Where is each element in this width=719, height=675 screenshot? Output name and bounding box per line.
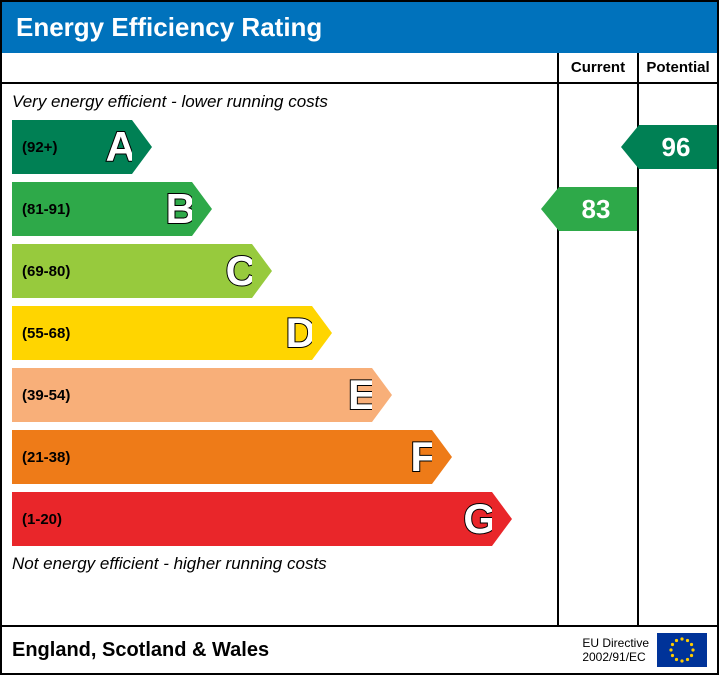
bars-wrap: (92+) A (81-91) B (69-80) C (55-68) D (39-54) E (2… <box>2 116 557 550</box>
bar-row-g: (1-20) G <box>2 488 557 550</box>
band-bar-g: (1-20)G <box>12 492 492 546</box>
bar-row-c: (69-80) C <box>2 240 557 302</box>
band-letter-c: C <box>226 247 256 295</box>
band-letter-d: D <box>286 309 316 357</box>
chart-area: Current Potential Very energy efficient … <box>2 53 717 625</box>
bars-column: Very energy efficient - lower running co… <box>2 84 557 625</box>
bar-row-a: (92+) A <box>2 116 557 178</box>
directive-text: EU Directive 2002/91/EC <box>582 636 649 665</box>
footer: England, Scotland & Wales EU Directive 2… <box>2 625 717 673</box>
band-bar-c: (69-80)C <box>12 244 252 298</box>
pointer-potential-value: 96 <box>658 132 691 163</box>
col-header-current: Current <box>557 53 637 82</box>
band-letter-e: E <box>348 371 376 419</box>
band-letter-f: F <box>410 433 436 481</box>
band-range-g: (1-20) <box>22 511 62 528</box>
body-row: Very energy efficient - lower running co… <box>2 84 717 625</box>
header-row: Current Potential <box>2 53 717 84</box>
band-bar-a: (92+)A <box>12 120 132 174</box>
col-header-potential: Potential <box>637 53 717 82</box>
band-bar-b: (81-91)B <box>12 182 192 236</box>
header-spacer <box>2 53 557 82</box>
band-letter-b: B <box>166 185 196 233</box>
directive-line1: EU Directive <box>582 636 649 650</box>
bar-row-b: (81-91) B <box>2 178 557 240</box>
band-range-e: (39-54) <box>22 387 70 404</box>
pointer-current-value: 83 <box>578 194 611 225</box>
band-bar-d: (55-68)D <box>12 306 312 360</box>
footer-right: EU Directive 2002/91/EC <box>582 633 707 667</box>
chart-title: Energy Efficiency Rating <box>16 12 322 42</box>
footer-region: England, Scotland & Wales <box>12 639 269 662</box>
epc-chart: Energy Efficiency Rating Current Potenti… <box>0 0 719 675</box>
rating-col-potential: 96 <box>637 84 717 625</box>
eu-flag-icon <box>657 633 707 667</box>
pointer-current: 83 <box>559 187 637 231</box>
title-bar: Energy Efficiency Rating <box>2 2 717 53</box>
note-bottom: Not energy efficient - higher running co… <box>2 550 557 578</box>
band-letter-a: A <box>106 123 136 171</box>
band-bar-e: (39-54)E <box>12 368 372 422</box>
bar-row-f: (21-38) F <box>2 426 557 488</box>
band-range-d: (55-68) <box>22 325 70 342</box>
note-top: Very energy efficient - lower running co… <box>2 88 557 116</box>
directive-line2: 2002/91/EC <box>582 650 649 664</box>
pointer-potential: 96 <box>639 125 717 169</box>
band-bar-f: (21-38)F <box>12 430 432 484</box>
bar-row-d: (55-68) D <box>2 302 557 364</box>
bar-row-e: (39-54) E <box>2 364 557 426</box>
band-range-b: (81-91) <box>22 201 70 218</box>
band-range-f: (21-38) <box>22 449 70 466</box>
band-range-a: (92+) <box>22 139 57 156</box>
band-range-c: (69-80) <box>22 263 70 280</box>
band-letter-g: G <box>463 495 496 543</box>
